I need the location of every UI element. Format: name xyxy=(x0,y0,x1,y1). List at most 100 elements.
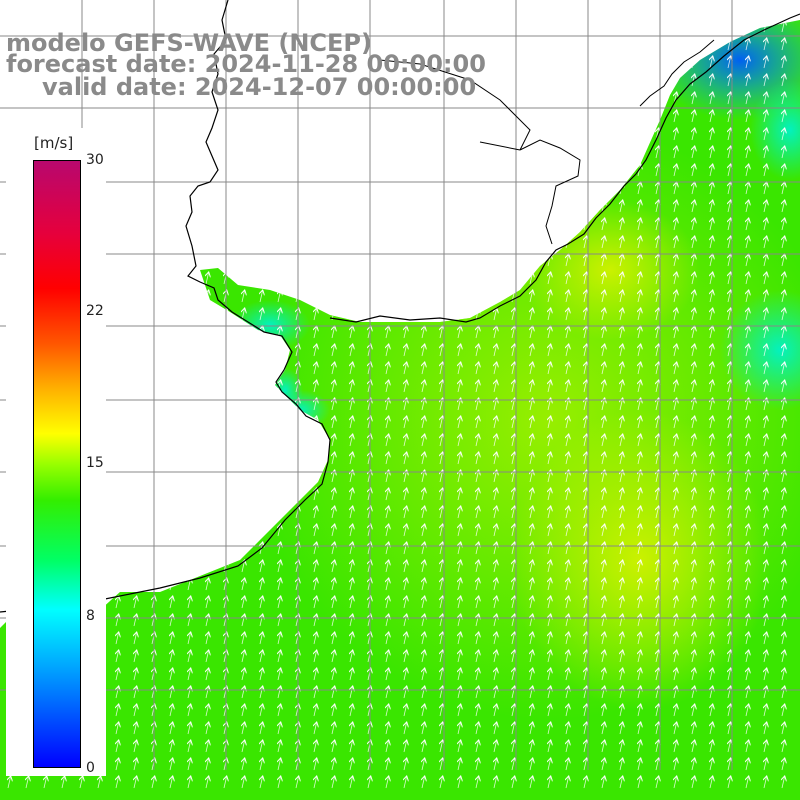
wind-arrow xyxy=(620,596,623,609)
wind-arrow xyxy=(332,506,335,519)
wind-arrow xyxy=(512,218,515,231)
wind-arrow xyxy=(692,632,695,645)
wind-arrow xyxy=(764,452,767,465)
wind-arrow xyxy=(728,596,731,609)
wind-arrow xyxy=(134,596,137,609)
wind-arrow xyxy=(782,146,785,159)
wind-arrow xyxy=(620,38,623,51)
wind-arrow xyxy=(746,542,749,555)
wind-arrow xyxy=(332,362,335,375)
wind-arrow xyxy=(260,290,263,303)
wind-arrow xyxy=(782,272,785,285)
wind-arrow xyxy=(656,290,659,303)
wind-arrow xyxy=(458,344,461,357)
wind-arrow xyxy=(656,56,659,69)
wind-arrow xyxy=(656,542,659,555)
wind-arrow xyxy=(206,272,209,285)
weak-wind-northeast xyxy=(750,80,800,180)
wind-arrow xyxy=(422,632,425,645)
wind-arrow xyxy=(278,2,281,15)
wind-arrow xyxy=(134,578,137,591)
wind-arrow xyxy=(386,434,389,447)
wind-arrow xyxy=(746,236,749,249)
wind-arrow xyxy=(332,416,335,429)
wind-arrow xyxy=(404,344,407,357)
wind-arrow xyxy=(602,74,605,87)
wind-arrow xyxy=(530,74,533,87)
wind-arrow xyxy=(350,578,353,591)
wind-arrow xyxy=(548,434,551,447)
wind-arrow xyxy=(512,308,515,321)
wind-arrow xyxy=(404,362,407,375)
wind-arrow xyxy=(350,488,353,501)
wind-arrow xyxy=(134,416,137,429)
wind-arrow xyxy=(530,380,533,393)
wind-arrow xyxy=(728,326,731,339)
wind-arrow xyxy=(620,146,623,159)
wind-arrow xyxy=(422,146,425,159)
wind-arrow xyxy=(98,110,101,123)
wind-arrow xyxy=(656,200,659,213)
wind-arrow xyxy=(638,632,641,645)
wind-arrow xyxy=(584,290,587,303)
wind-arrow xyxy=(512,254,515,267)
wind-arrow xyxy=(458,416,461,429)
wind-arrow xyxy=(188,488,191,501)
wind-arrow xyxy=(602,254,605,267)
wind-arrow xyxy=(656,506,659,519)
wind-arrow xyxy=(620,2,623,15)
wind-arrow xyxy=(728,542,731,555)
wind-arrow xyxy=(602,92,605,105)
wind-arrow xyxy=(188,128,191,141)
wind-arrow xyxy=(656,344,659,357)
wind-arrow xyxy=(728,632,731,645)
wind-arrow xyxy=(494,38,497,51)
wind-arrow xyxy=(116,560,119,573)
wind-arrow xyxy=(116,254,119,267)
wind-arrow xyxy=(728,488,731,501)
wind-arrow xyxy=(404,596,407,609)
wind-arrow xyxy=(458,452,461,465)
wind-arrow xyxy=(656,416,659,429)
wind-arrow xyxy=(602,560,605,573)
wind-arrow xyxy=(566,308,569,321)
wind-arrow xyxy=(476,20,479,33)
wind-arrow xyxy=(692,578,695,591)
wind-arrow xyxy=(728,92,731,105)
wind-arrow xyxy=(332,110,335,123)
wind-arrow xyxy=(458,290,461,303)
wind-arrow xyxy=(170,614,173,627)
wind-arrow xyxy=(260,380,263,393)
wind-arrow xyxy=(422,344,425,357)
wind-arrow xyxy=(710,38,713,51)
wind-arrow xyxy=(548,452,551,465)
wind-arrow xyxy=(242,254,245,267)
wind-arrow xyxy=(584,56,587,69)
wind-arrow xyxy=(332,182,335,195)
wind-arrow xyxy=(782,74,785,87)
wind-arrow xyxy=(440,362,443,375)
wind-arrow xyxy=(656,164,659,177)
wind-arrow xyxy=(512,182,515,195)
wind-arrow xyxy=(170,182,173,195)
wind-arrow xyxy=(746,74,749,87)
wind-arrow xyxy=(728,344,731,357)
wind-arrow xyxy=(530,110,533,123)
wind-arrow xyxy=(602,488,605,501)
wind-arrow xyxy=(728,452,731,465)
wind-arrow xyxy=(404,524,407,537)
wind-arrow xyxy=(278,146,281,159)
wind-arrow xyxy=(332,164,335,177)
wind-arrow xyxy=(710,488,713,501)
wind-arrow xyxy=(206,560,209,573)
wind-arrow xyxy=(674,578,677,591)
wind-arrow xyxy=(620,164,623,177)
wind-arrow xyxy=(476,344,479,357)
wind-arrow xyxy=(656,74,659,87)
wind-arrow xyxy=(332,380,335,393)
wind-arrow xyxy=(566,632,569,645)
wind-arrow xyxy=(242,452,245,465)
wind-arrow xyxy=(512,38,515,51)
wind-arrow xyxy=(656,110,659,123)
